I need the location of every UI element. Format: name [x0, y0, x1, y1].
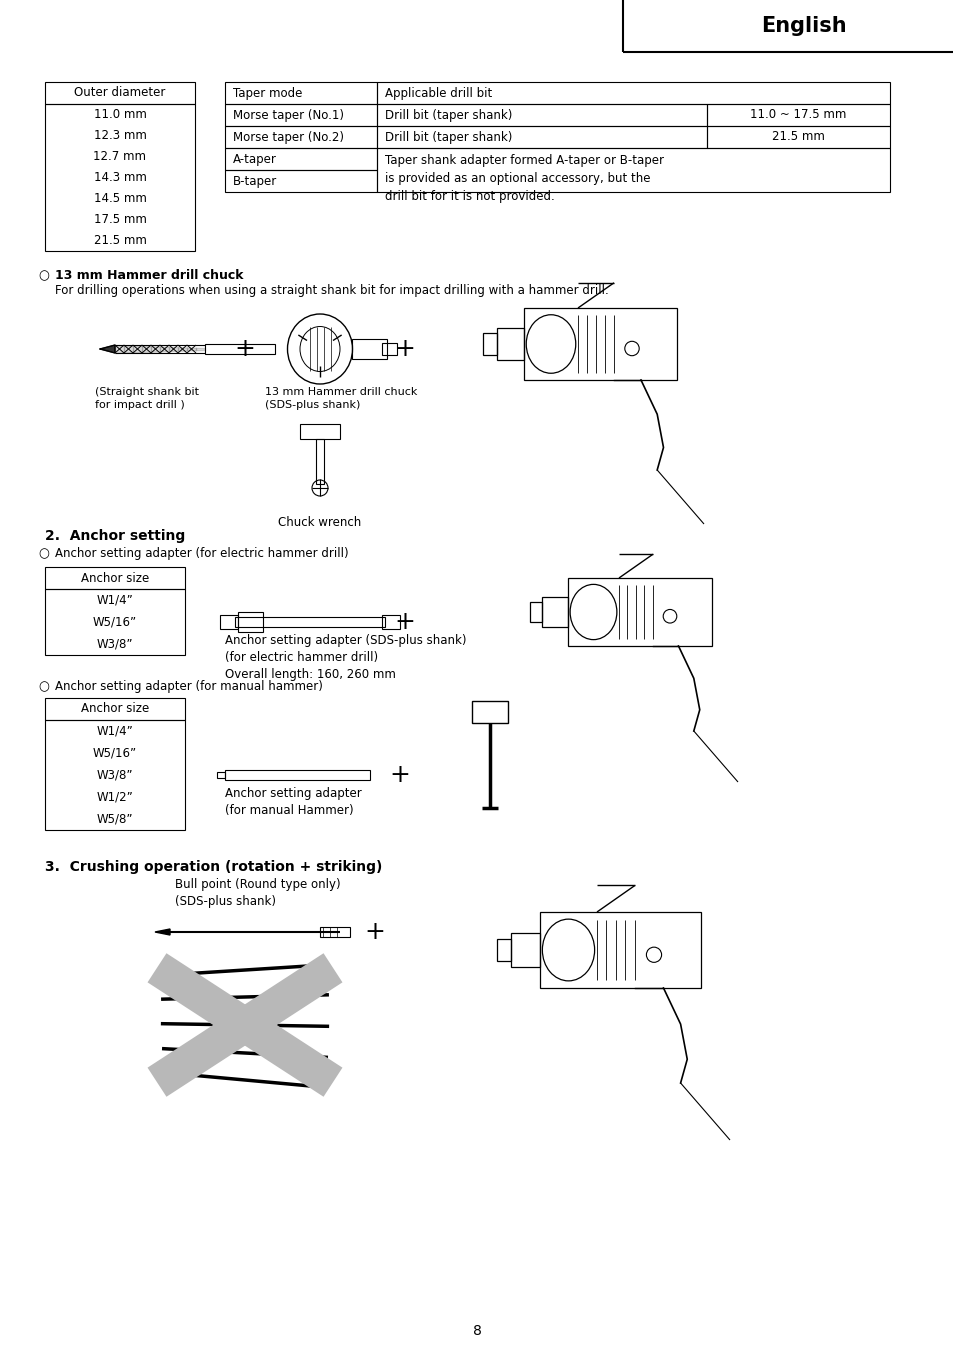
Text: Morse taper (No.2): Morse taper (No.2): [233, 131, 344, 143]
Polygon shape: [154, 929, 170, 936]
Text: 17.5 mm: 17.5 mm: [93, 214, 146, 226]
Bar: [45, 589, 185, 654]
Bar: [225, 126, 376, 147]
Text: 11.0 ~ 17.5 mm: 11.0 ~ 17.5 mm: [749, 108, 846, 122]
Text: ○: ○: [38, 269, 49, 283]
Bar: [706, 126, 889, 147]
Bar: [319, 927, 350, 937]
Text: 11.0 mm: 11.0 mm: [93, 108, 146, 120]
Text: Taper shank adapter formed A-taper or B-taper
is provided as an optional accesso: Taper shank adapter formed A-taper or B-…: [385, 154, 663, 203]
Bar: [523, 308, 677, 380]
Text: W1/4”: W1/4”: [96, 594, 133, 607]
Text: 14.5 mm: 14.5 mm: [93, 192, 146, 206]
Text: Outer diameter: Outer diameter: [74, 87, 166, 100]
Text: B-taper: B-taper: [233, 174, 277, 188]
Bar: [539, 913, 700, 988]
Bar: [381, 615, 399, 629]
Bar: [483, 333, 497, 354]
Text: Anchor setting adapter
(for manual Hammer): Anchor setting adapter (for manual Hamme…: [225, 787, 361, 817]
Bar: [225, 170, 376, 192]
Text: W3/8”: W3/8”: [96, 638, 133, 650]
Bar: [511, 933, 539, 967]
Text: ○: ○: [38, 548, 49, 560]
Text: W3/8”: W3/8”: [96, 768, 133, 781]
Text: 8: 8: [472, 1324, 481, 1338]
Bar: [376, 126, 706, 147]
Bar: [376, 82, 889, 104]
Text: W1/2”: W1/2”: [96, 791, 133, 803]
Bar: [706, 104, 889, 126]
Text: W5/16”: W5/16”: [92, 615, 137, 629]
Text: W1/4”: W1/4”: [96, 725, 133, 737]
Text: Chuck wrench: Chuck wrench: [278, 516, 361, 529]
Bar: [220, 615, 237, 629]
Bar: [45, 698, 185, 721]
Text: Morse taper (No.1): Morse taper (No.1): [233, 108, 344, 122]
Text: Anchor setting adapter (for manual hammer): Anchor setting adapter (for manual hamme…: [55, 680, 322, 694]
Bar: [237, 612, 263, 631]
Text: For drilling operations when using a straight shank bit for impact drilling with: For drilling operations when using a str…: [55, 284, 608, 297]
Text: Applicable drill bit: Applicable drill bit: [385, 87, 492, 100]
Bar: [352, 339, 387, 360]
Bar: [529, 602, 542, 622]
Text: +: +: [395, 337, 415, 361]
Text: Drill bit (taper shank): Drill bit (taper shank): [385, 108, 512, 122]
Bar: [225, 771, 370, 780]
Bar: [225, 82, 376, 104]
Bar: [225, 104, 376, 126]
Text: 13 mm Hammer drill chuck
(SDS-plus shank): 13 mm Hammer drill chuck (SDS-plus shank…: [265, 387, 416, 410]
Bar: [497, 327, 523, 360]
Polygon shape: [100, 345, 115, 353]
Text: 13 mm Hammer drill chuck: 13 mm Hammer drill chuck: [55, 269, 243, 283]
Bar: [45, 104, 194, 251]
Text: Anchor size: Anchor size: [81, 703, 149, 715]
Bar: [216, 772, 225, 777]
Bar: [299, 425, 339, 439]
Bar: [376, 104, 706, 126]
Text: 3.  Crushing operation (rotation + striking): 3. Crushing operation (rotation + striki…: [45, 860, 382, 873]
Text: English: English: [760, 16, 845, 37]
Text: 2.  Anchor setting: 2. Anchor setting: [45, 529, 185, 544]
Bar: [225, 147, 376, 170]
Text: 21.5 mm: 21.5 mm: [93, 234, 146, 247]
Text: Anchor size: Anchor size: [81, 572, 149, 584]
Text: +: +: [395, 610, 415, 634]
Text: +: +: [389, 763, 410, 787]
Bar: [234, 617, 385, 627]
Text: 14.3 mm: 14.3 mm: [93, 170, 146, 184]
Text: ○: ○: [38, 680, 49, 694]
Bar: [542, 596, 567, 627]
Bar: [315, 439, 324, 484]
Text: 21.5 mm: 21.5 mm: [771, 131, 824, 143]
Bar: [205, 343, 274, 354]
Bar: [567, 579, 711, 646]
Text: +: +: [364, 919, 385, 944]
Text: Anchor setting adapter (for electric hammer drill): Anchor setting adapter (for electric ham…: [55, 548, 348, 560]
Text: 12.7 mm: 12.7 mm: [93, 150, 147, 164]
Text: (Straight shank bit
for impact drill ): (Straight shank bit for impact drill ): [95, 387, 199, 410]
Bar: [45, 566, 185, 589]
Text: Taper mode: Taper mode: [233, 87, 302, 100]
Text: A-taper: A-taper: [233, 153, 276, 165]
Text: Anchor setting adapter (SDS-plus shank)
(for electric hammer drill)
Overall leng: Anchor setting adapter (SDS-plus shank) …: [225, 634, 466, 681]
Text: W5/16”: W5/16”: [92, 746, 137, 760]
Text: Drill bit (taper shank): Drill bit (taper shank): [385, 131, 512, 143]
Text: W5/8”: W5/8”: [96, 813, 133, 826]
Bar: [376, 147, 889, 192]
Bar: [381, 343, 396, 356]
Text: +: +: [234, 337, 255, 361]
Bar: [45, 82, 194, 104]
Bar: [472, 700, 507, 723]
Text: Bull point (Round type only)
(SDS-plus shank): Bull point (Round type only) (SDS-plus s…: [174, 877, 340, 909]
Bar: [497, 938, 511, 961]
Text: 12.3 mm: 12.3 mm: [93, 128, 146, 142]
Bar: [45, 721, 185, 830]
